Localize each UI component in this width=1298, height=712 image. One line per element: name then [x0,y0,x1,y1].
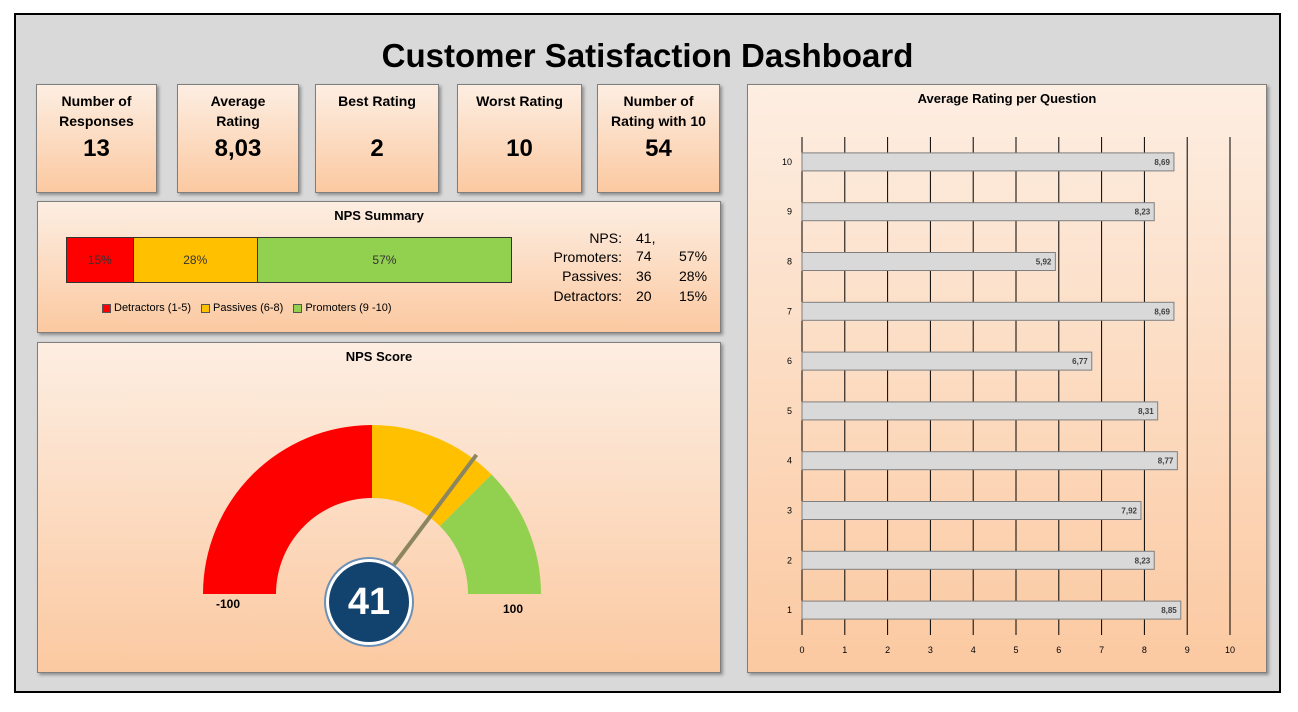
gauge-zone-1 [203,425,372,594]
bar-value-label: 8,23 [1135,556,1151,565]
rating-bar [801,501,1142,520]
legend-detractors: Detractors (1-5) [102,302,191,314]
passives-label: Passives: [562,268,622,284]
legend-promoters: Promoters (9 -10) [293,302,392,314]
promoters-segment: 57% [257,238,511,282]
kpi-label: Average Rating [210,93,266,129]
legend-swatch [201,303,211,313]
x-tick-label: 5 [1013,645,1018,655]
kpi-label: Number of Responses [59,93,134,129]
y-tick-label: 1 [787,605,792,615]
x-tick-label: 4 [971,645,976,655]
nps-score-value: 41 [326,559,412,645]
y-tick-label: 9 [787,207,792,217]
bar-value-label: 8,69 [1154,307,1170,316]
bar-value-label: 8,77 [1158,457,1174,466]
y-tick-label: 5 [787,406,792,416]
legend-label: Detractors (1-5) [114,302,192,314]
nps-summary-panel: NPS Summary 15% 28% 57% Detractors (1-5)… [37,201,721,333]
x-tick-label: 2 [885,645,890,655]
rating-bar [801,451,1178,471]
detractors-segment: 15% [67,238,134,282]
kpi-value: 13 [83,135,110,162]
rating-bar [801,600,1182,620]
kpi-value: 8,03 [214,135,262,162]
gauge-max-label: 100 [503,602,524,616]
legend-swatch [293,303,303,313]
nps-stats: NPS: 41, Promoters: 74 57% Passives: 36 … [528,228,718,308]
legend-passives: Passives (6-8) [201,302,283,314]
y-tick-label: 2 [787,555,792,565]
rating-bar [801,252,1056,271]
bar-value-label: 8,23 [1135,208,1151,217]
x-tick-label: 1 [842,645,847,655]
y-tick-label: 8 [787,257,792,267]
kpi-value: 2 [370,135,384,162]
x-tick-label: 7 [1099,645,1104,655]
y-tick-label: 10 [782,157,792,167]
bar-value-label: 8,31 [1138,407,1154,416]
passives-count: 36 [636,268,652,284]
nps-legend: Detractors (1-5) Passives (6-8) Promoter… [102,302,392,314]
passives-percent: 28% [679,268,708,284]
kpi-average-rating: Average Rating 8,03 [177,84,299,193]
kpi-best-rating: Best Rating 2 [315,84,439,193]
dashboard-title: Customer Satisfaction Dashboard [381,37,914,74]
x-tick-label: 10 [1225,645,1235,655]
dashboard-frame: Customer Satisfaction Dashboard Number o… [14,13,1281,693]
rating-chart-panel: Average Rating per Question 0 1 2 3 4 5 6 7 8 9 10… [747,84,1267,673]
detractors-count: 20 [636,288,652,304]
kpi-responses: Number of Responses 13 [36,84,157,193]
x-tick-label: 0 [799,645,804,655]
kpi-label: Worst Rating [476,93,563,109]
rating-bar [801,401,1159,421]
nps-score-panel: NPS Score 41 -100 100 [37,342,721,673]
x-tick-label: 8 [1142,645,1147,655]
x-tick-label: 3 [928,645,933,655]
kpi-label: Number of Rating with 10 [611,93,706,129]
y-tick-label: 6 [787,356,792,366]
gauge-zone-3 [439,474,541,594]
kpi-value: 54 [645,135,672,162]
legend-label: Passives (6-8) [213,302,284,314]
detractors-label: Detractors: [553,288,622,304]
rating-bar [801,351,1093,371]
x-tick-label: 9 [1185,645,1190,655]
rating-bar [801,550,1155,570]
panel-title: NPS Summary [334,208,424,223]
promoters-label: Promoters: [553,249,622,265]
bar-value-label: 7,92 [1121,507,1137,516]
y-tick-label: 7 [787,306,792,316]
kpi-worst-rating: Worst Rating 10 [457,84,582,193]
legend-label: Promoters (9 -10) [305,302,392,314]
kpi-ratings-with-10: Number of Rating with 10 54 [597,84,720,193]
nps-value: 41, [636,230,656,246]
bar-value-label: 8,85 [1161,606,1177,615]
y-tick-label: 3 [787,506,792,516]
kpi-value: 10 [506,135,533,162]
bar-value-label: 6,77 [1072,357,1088,366]
passives-segment: 28% [133,238,258,282]
y-tick-label: 4 [787,456,792,466]
kpi-label: Best Rating [338,93,416,109]
chart-title: Average Rating per Question [917,91,1097,106]
panel-title: NPS Score [345,349,413,364]
nps-stacked-bar: 15% 28% 57% [66,237,512,283]
rating-bar [801,152,1175,172]
promoters-percent: 57% [679,248,708,264]
bar-value-label: 5,92 [1036,258,1052,267]
gauge-zone-2 [372,425,492,527]
x-tick-label: 6 [1056,645,1061,655]
rating-bar [801,301,1175,321]
detractors-percent: 15% [679,288,708,304]
gauge-min-label: -100 [216,597,241,611]
promoters-count: 74 [636,248,652,264]
bar-value-label: 8,69 [1154,158,1170,167]
rating-bar [801,202,1155,222]
nps-label: NPS: [589,230,622,246]
legend-swatch [102,303,111,313]
rating-bar-chart: 0 1 2 3 4 5 6 7 8 9 10 8,85 1 8,23 2 7,92 3 8,77 4 8,31 5 6,7… [782,137,1235,655]
